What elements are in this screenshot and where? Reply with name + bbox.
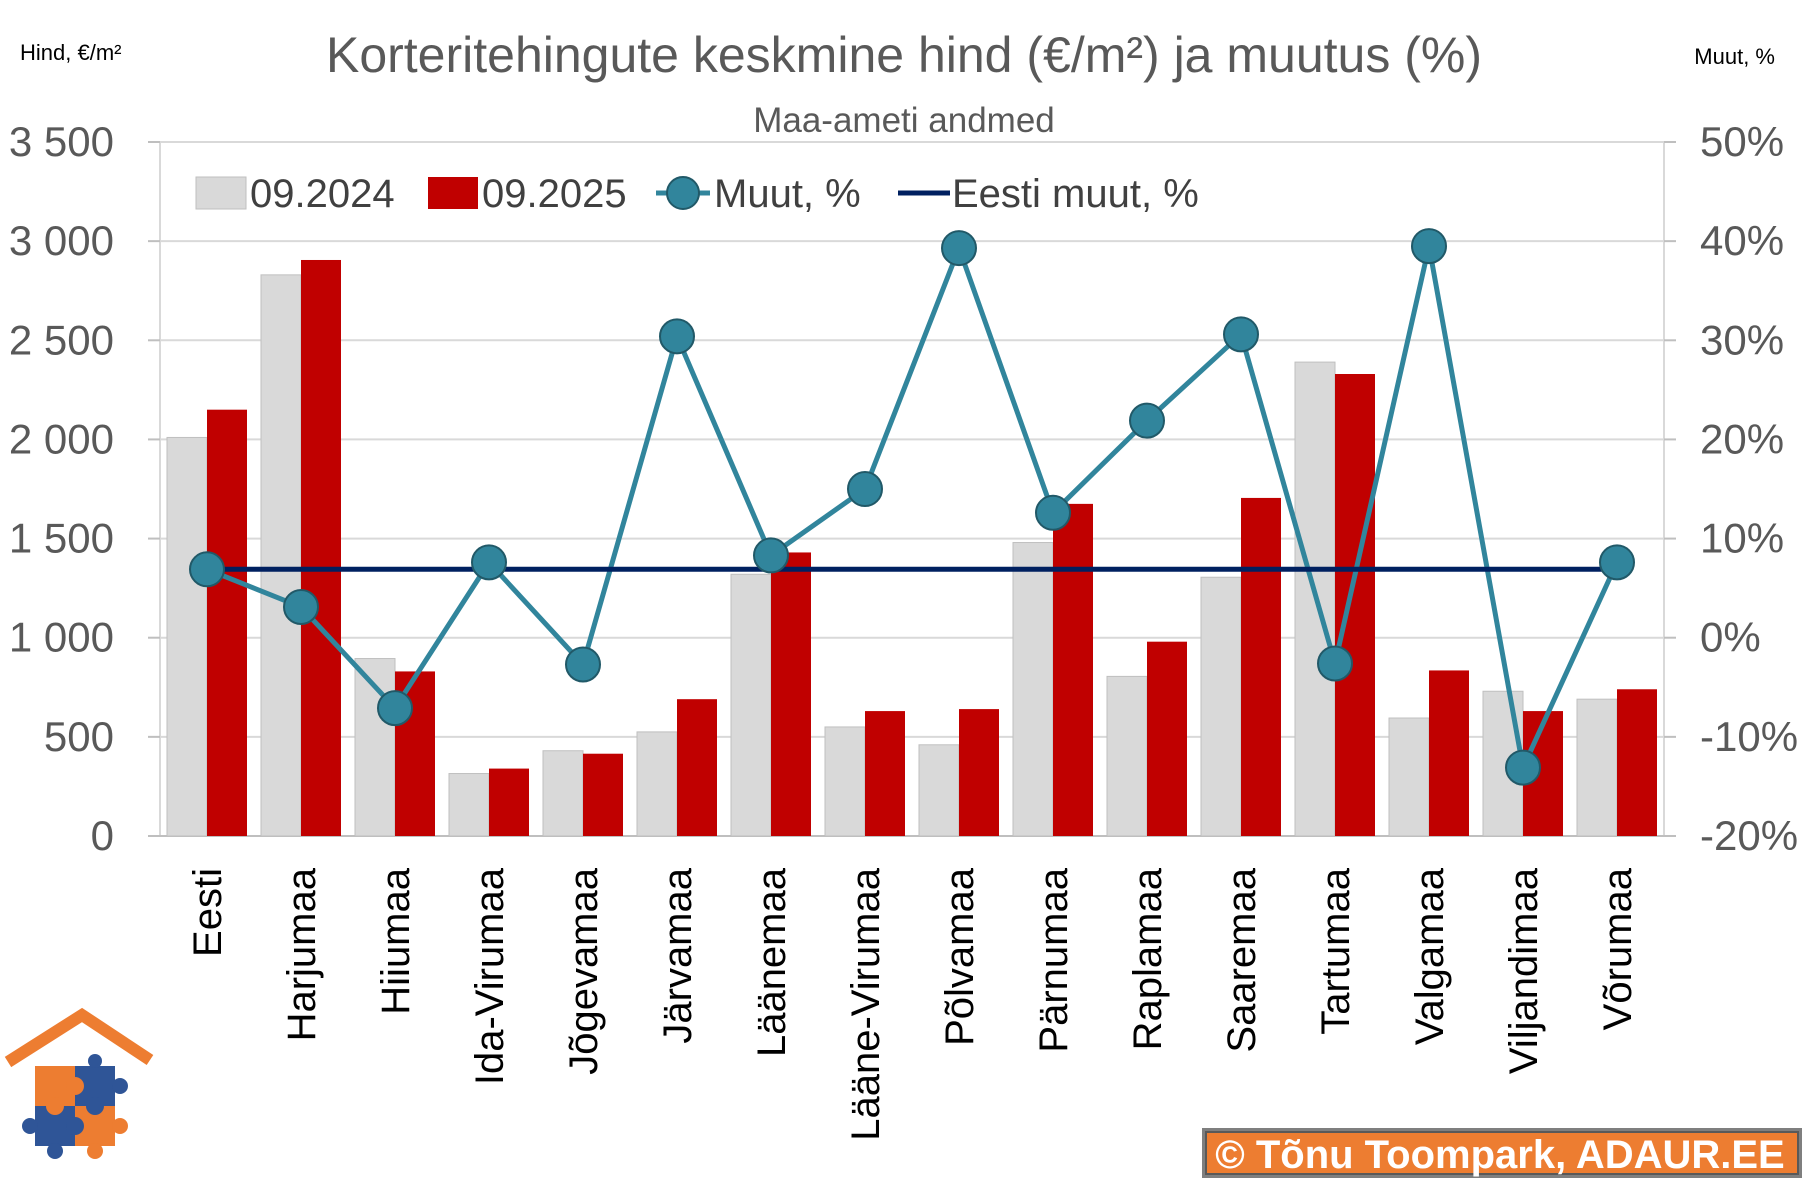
legend-swatch-2025: [428, 177, 478, 209]
category-label: Valgamaa: [1408, 867, 1452, 1045]
category-labels: Eesti Harjumaa Hiiumaa Ida-Virumaa Jõgevamaa…: [186, 867, 1640, 1141]
category-label: Põlvamaa: [938, 867, 982, 1046]
bar-09.2024: [448, 773, 490, 837]
bar-09.2024: [1576, 698, 1618, 837]
right-tick-label: 0%: [1700, 614, 1761, 661]
category-label: Ida-Virumaa: [468, 867, 512, 1085]
bar-09.2025: [771, 552, 811, 836]
right-tick-label: 20%: [1700, 415, 1784, 462]
right-tick-label: 50%: [1700, 118, 1784, 165]
right-tick-label: 10%: [1700, 515, 1784, 562]
bar-09.2025: [489, 768, 529, 836]
category-label: Läänemaa: [750, 867, 794, 1057]
bar-09.2025: [1429, 670, 1469, 836]
bar-09.2024: [918, 744, 960, 837]
data-point-muut: [283, 588, 319, 625]
bar-09.2025: [207, 409, 247, 836]
legend-label-muut: Muut, %: [714, 172, 861, 216]
data-point-muut: [659, 318, 695, 355]
right-tick-label: 40%: [1700, 217, 1784, 264]
data-point-muut: [1411, 228, 1447, 265]
category-label: Raplamaa: [1126, 867, 1170, 1050]
credit-box: © Tõnu Toompark, ADAUR.EE: [1202, 1128, 1802, 1178]
right-tick-label: -20%: [1700, 812, 1798, 859]
left-tick-label: 3 000: [9, 217, 114, 264]
bar-09.2024: [260, 274, 302, 837]
legend-marker-muut: [666, 176, 700, 210]
data-point-muut: [1129, 402, 1165, 439]
category-label: Saaremaa: [1220, 867, 1264, 1052]
data-point-muut: [1317, 645, 1353, 682]
data-point-muut: [471, 544, 507, 581]
right-tick-label: -10%: [1700, 713, 1798, 760]
bar-09.2025: [583, 753, 623, 836]
house-puzzle-logo: [4, 1007, 154, 1159]
data-point-muut: [1035, 494, 1071, 531]
category-label: Pärnumaa: [1032, 867, 1076, 1052]
category-label: Viljandimaa: [1502, 867, 1546, 1074]
gridlines: [160, 141, 1664, 738]
legend-label-eesti-muut: Eesti muut, %: [952, 172, 1199, 216]
bar-09.2024: [1106, 675, 1148, 837]
bar-09.2025: [959, 709, 999, 836]
legend-label-2024: 09.2024: [250, 172, 395, 216]
bar-09.2024: [1012, 542, 1054, 837]
data-point-muut: [847, 471, 883, 507]
left-axis-unit: Hind, €/m²: [20, 40, 121, 65]
bar-09.2025: [301, 259, 341, 837]
bar-09.2024: [730, 573, 772, 837]
legend-swatch-2024: [195, 176, 247, 210]
bar-09.2025: [1147, 641, 1187, 836]
category-label: Hiiumaa: [374, 867, 418, 1014]
bar-09.2025: [1335, 373, 1375, 836]
bar-09.2024: [542, 750, 584, 837]
left-tick-label: 2 500: [9, 316, 114, 363]
bar-09.2024: [1200, 576, 1242, 837]
data-point-muut: [941, 230, 977, 267]
data-point-muut: [377, 690, 413, 727]
category-label: Jõgevamaa: [562, 867, 606, 1075]
bar-09.2025: [1053, 503, 1093, 836]
bar-09.2024: [824, 726, 866, 837]
left-tick-label: 1 000: [9, 614, 114, 661]
bar-09.2025: [865, 711, 905, 836]
bar-09.2024: [166, 436, 208, 837]
right-axis-unit: Muut, %: [1694, 44, 1775, 69]
data-point-muut: [753, 537, 789, 574]
right-axis-ticks: -20% -10% 0% 10% 20% 30% 40% 50%: [1700, 118, 1798, 859]
left-tick-label: 500: [44, 713, 114, 760]
left-axis-ticks: 0 500 1 000 1 500 2 000 2 500 3 000 3 500: [9, 118, 114, 859]
data-point-muut: [565, 646, 601, 683]
bar-09.2025: [677, 699, 717, 836]
bar-09.2024: [1294, 361, 1336, 837]
category-label: Tartumaa: [1314, 867, 1358, 1034]
category-label: Võrumaa: [1596, 867, 1640, 1030]
bar-09.2025: [1241, 497, 1281, 836]
chart-subtitle: Maa-ameti andmed: [753, 101, 1055, 140]
bars: [166, 259, 1657, 837]
data-point-muut: [189, 551, 225, 588]
left-tick-label: 0: [91, 812, 114, 859]
bar-09.2024: [1388, 717, 1430, 837]
category-label: Harjumaa: [280, 867, 324, 1041]
left-tick-label: 2 000: [9, 415, 114, 462]
category-label: Lääne-Virumaa: [844, 867, 888, 1141]
legend-label-2025: 09.2025: [482, 172, 627, 216]
series-line-muut: [206, 240, 1620, 776]
bar-09.2024: [636, 731, 678, 837]
left-tick-label: 1 500: [9, 515, 114, 562]
legend: 09.2024 09.2025 Muut, % Eesti muut, %: [195, 172, 1199, 216]
lines: [189, 228, 1635, 786]
data-point-muut: [1223, 316, 1259, 353]
right-tick-label: 30%: [1700, 316, 1784, 363]
bar-09.2025: [1617, 689, 1657, 836]
category-label: Järvamaa: [656, 867, 700, 1043]
data-point-muut: [1599, 544, 1635, 581]
left-tick-label: 3 500: [9, 118, 114, 165]
category-label: Eesti: [186, 868, 230, 957]
chart-title: Korteritehingute keskmine hind (€/m²) ja…: [326, 27, 1482, 83]
credit-text: © Tõnu Toompark, ADAUR.EE: [1215, 1133, 1784, 1177]
data-point-muut: [1505, 749, 1541, 786]
